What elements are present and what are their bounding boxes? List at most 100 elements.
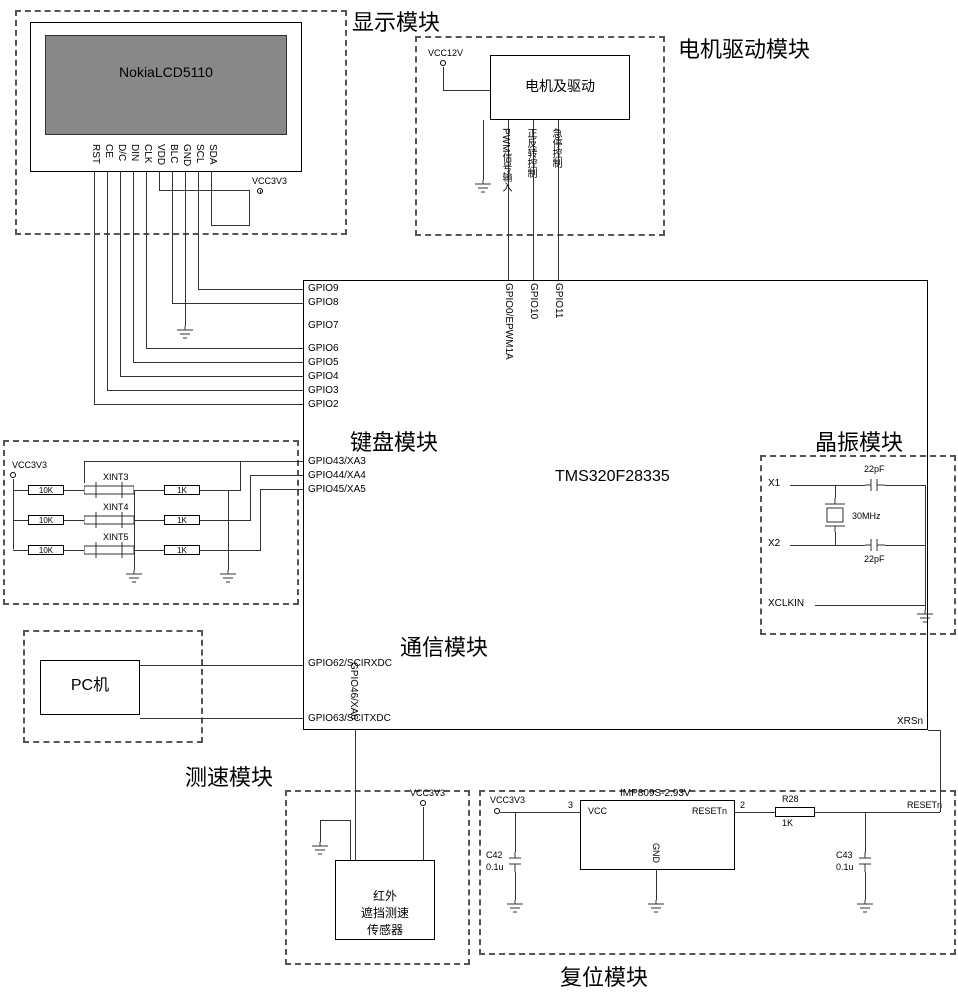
motor-pin-pwm: PWM信号输入 [498, 128, 513, 192]
mcu-pin-gpio7: GPIO7 [308, 320, 339, 331]
kb-xint4: XINT4 [103, 502, 129, 512]
c43-name: C43 [836, 850, 853, 860]
mcu-pin-gpio0: GPIO0/EPWM1A [503, 283, 514, 360]
xtal-cap1-icon [865, 477, 885, 493]
reset-pin-resetn: RESETn [692, 806, 727, 816]
kb-gnd-icon [124, 570, 144, 584]
lcd-gnd-icon [175, 326, 195, 340]
motor-vcc-node [440, 60, 446, 66]
reset-chip-gnd-icon [646, 900, 666, 914]
lcd-pin-scl: SCL [194, 144, 205, 163]
mcu-pin-xrsn: XRSn [897, 716, 923, 727]
speed-vcc-node [420, 800, 426, 806]
motor-vcc-label: VCC12V [428, 48, 463, 58]
mcu-pin-gpio3: GPIO3 [308, 385, 339, 396]
r28-name: R28 [782, 794, 799, 804]
mcu-pin-gpio8: GPIO8 [308, 297, 339, 308]
motor-pin-dir: 正反转控制 [523, 128, 538, 178]
mcu-pin-gpio43: GPIO43/XA3 [308, 456, 366, 467]
xtal-freq: 30MHz [852, 511, 881, 521]
comm-module-title: 通信模块 [400, 630, 488, 662]
crystal-icon [820, 498, 850, 532]
kb-res10k-1: 10K [28, 485, 64, 495]
kb-res1k-3: 1K [164, 545, 200, 555]
mcu-pin-gpio10: GPIO10 [528, 283, 539, 319]
lcd-pin-din: DIN [129, 144, 140, 161]
pc-box: PC机 [40, 660, 140, 715]
kb-button-1-icon [84, 482, 134, 498]
kb-res10k-2: 10K [28, 515, 64, 525]
mcu-pin-gpio4: GPIO4 [308, 371, 339, 382]
reset-pin2: 2 [740, 800, 745, 810]
lcd-pin-sda: SDA [207, 144, 218, 165]
xtal-cap2-icon [865, 537, 885, 553]
motor-driver-label: 电机及驱动 [525, 78, 595, 94]
speed-sensor-box: 红外 遮挡测速 传感器 [335, 860, 435, 940]
kb-res1k-1: 1K [164, 485, 200, 495]
c43-val: 0.1u [836, 862, 854, 872]
motor-gnd-icon [473, 180, 493, 194]
reset-module-title: 复位模块 [560, 960, 648, 992]
xtal-gnd-icon [915, 610, 935, 624]
mcu-pin-gpio9: GPIO9 [308, 283, 339, 294]
mcu-pin-gpio45: GPIO45/XA5 [308, 484, 366, 495]
c43-cap-icon [857, 852, 873, 872]
lcd-pin-blc: BLC [168, 144, 179, 163]
xtal-x2: X2 [768, 538, 780, 549]
xtal-cap2-val: 22pF [864, 554, 885, 564]
kb-res1k-2: 1K [164, 515, 200, 525]
pc-label: PC机 [71, 677, 109, 694]
xtal-cap1-val: 22pF [864, 464, 885, 474]
xtal-xclkin: XCLKIN [768, 598, 804, 609]
speed-module-title: 测速模块 [185, 760, 273, 792]
kb-gnd2-icon [218, 570, 238, 584]
speed-vcc-label: VCC3V3 [410, 788, 445, 798]
kb-res10k-3: 10K [28, 545, 64, 555]
kb-xint3: XINT3 [103, 472, 129, 482]
motor-pin-stop: 急停控制 [548, 128, 563, 168]
keyboard-module-title: 键盘模块 [350, 425, 438, 457]
motor-driver-box: 电机及驱动 [490, 55, 630, 120]
reset-resetn-out: RESETn [907, 800, 942, 810]
mcu-pin-gpio2: GPIO2 [308, 399, 339, 410]
lcd-pin-ce: CE [103, 144, 114, 158]
lcd-pin-clk: CLK [142, 144, 153, 163]
reset-vcc-node [494, 808, 500, 814]
c42-val: 0.1u [486, 862, 504, 872]
lcd-pin-gnd: GND [181, 144, 192, 166]
reset-pin3: 3 [568, 800, 573, 810]
speed-sensor-label: 红外 遮挡测速 传感器 [361, 889, 409, 937]
lcd-vcc-label: VCC3V3 [252, 176, 287, 186]
speed-gnd-icon [310, 842, 330, 856]
kb-vcc-label: VCC3V3 [12, 460, 47, 470]
lcd-pin-vdd: VDD [155, 144, 166, 165]
kb-xint5: XINT5 [103, 532, 129, 542]
c42-gnd-icon [505, 900, 525, 914]
reset-chip-label: IMP809S-2.93V [620, 788, 691, 799]
reset-pin-vcc: VCC [588, 806, 607, 816]
xtal-x1: X1 [768, 478, 780, 489]
mcu-pin-gpio5: GPIO5 [308, 357, 339, 368]
crystal-module-title: 晶振模块 [815, 425, 903, 457]
c43-gnd-icon [855, 900, 875, 914]
mcu-name: TMS320F28335 [555, 468, 670, 486]
display-module-title: 显示模块 [352, 5, 440, 37]
c42-cap-icon [507, 852, 523, 872]
reset-pin-gnd: GND [651, 843, 661, 863]
r28-box [775, 807, 815, 817]
kb-button-2-icon [84, 512, 134, 528]
reset-vcc-label: VCC3V3 [490, 795, 525, 805]
mcu-pin-gpio46: GPIO46/XA6 [348, 662, 359, 720]
motor-module-title: 电机驱动模块 [678, 32, 810, 64]
lcd-screen: NokiaLCD5110 [45, 35, 287, 135]
r28-val: 1K [782, 818, 793, 828]
c42-name: C42 [486, 850, 503, 860]
lcd-pin-rst: RST [90, 144, 101, 164]
mcu-pin-gpio11: GPIO11 [553, 283, 564, 318]
kb-button-3-icon [84, 542, 134, 558]
lcd-name: NokiaLCD5110 [46, 36, 286, 80]
lcd-pin-dc: D/C [116, 144, 127, 161]
mcu-pin-gpio6: GPIO6 [308, 343, 339, 354]
mcu-pin-gpio44: GPIO44/XA4 [308, 470, 366, 481]
kb-vcc-node [10, 472, 16, 478]
